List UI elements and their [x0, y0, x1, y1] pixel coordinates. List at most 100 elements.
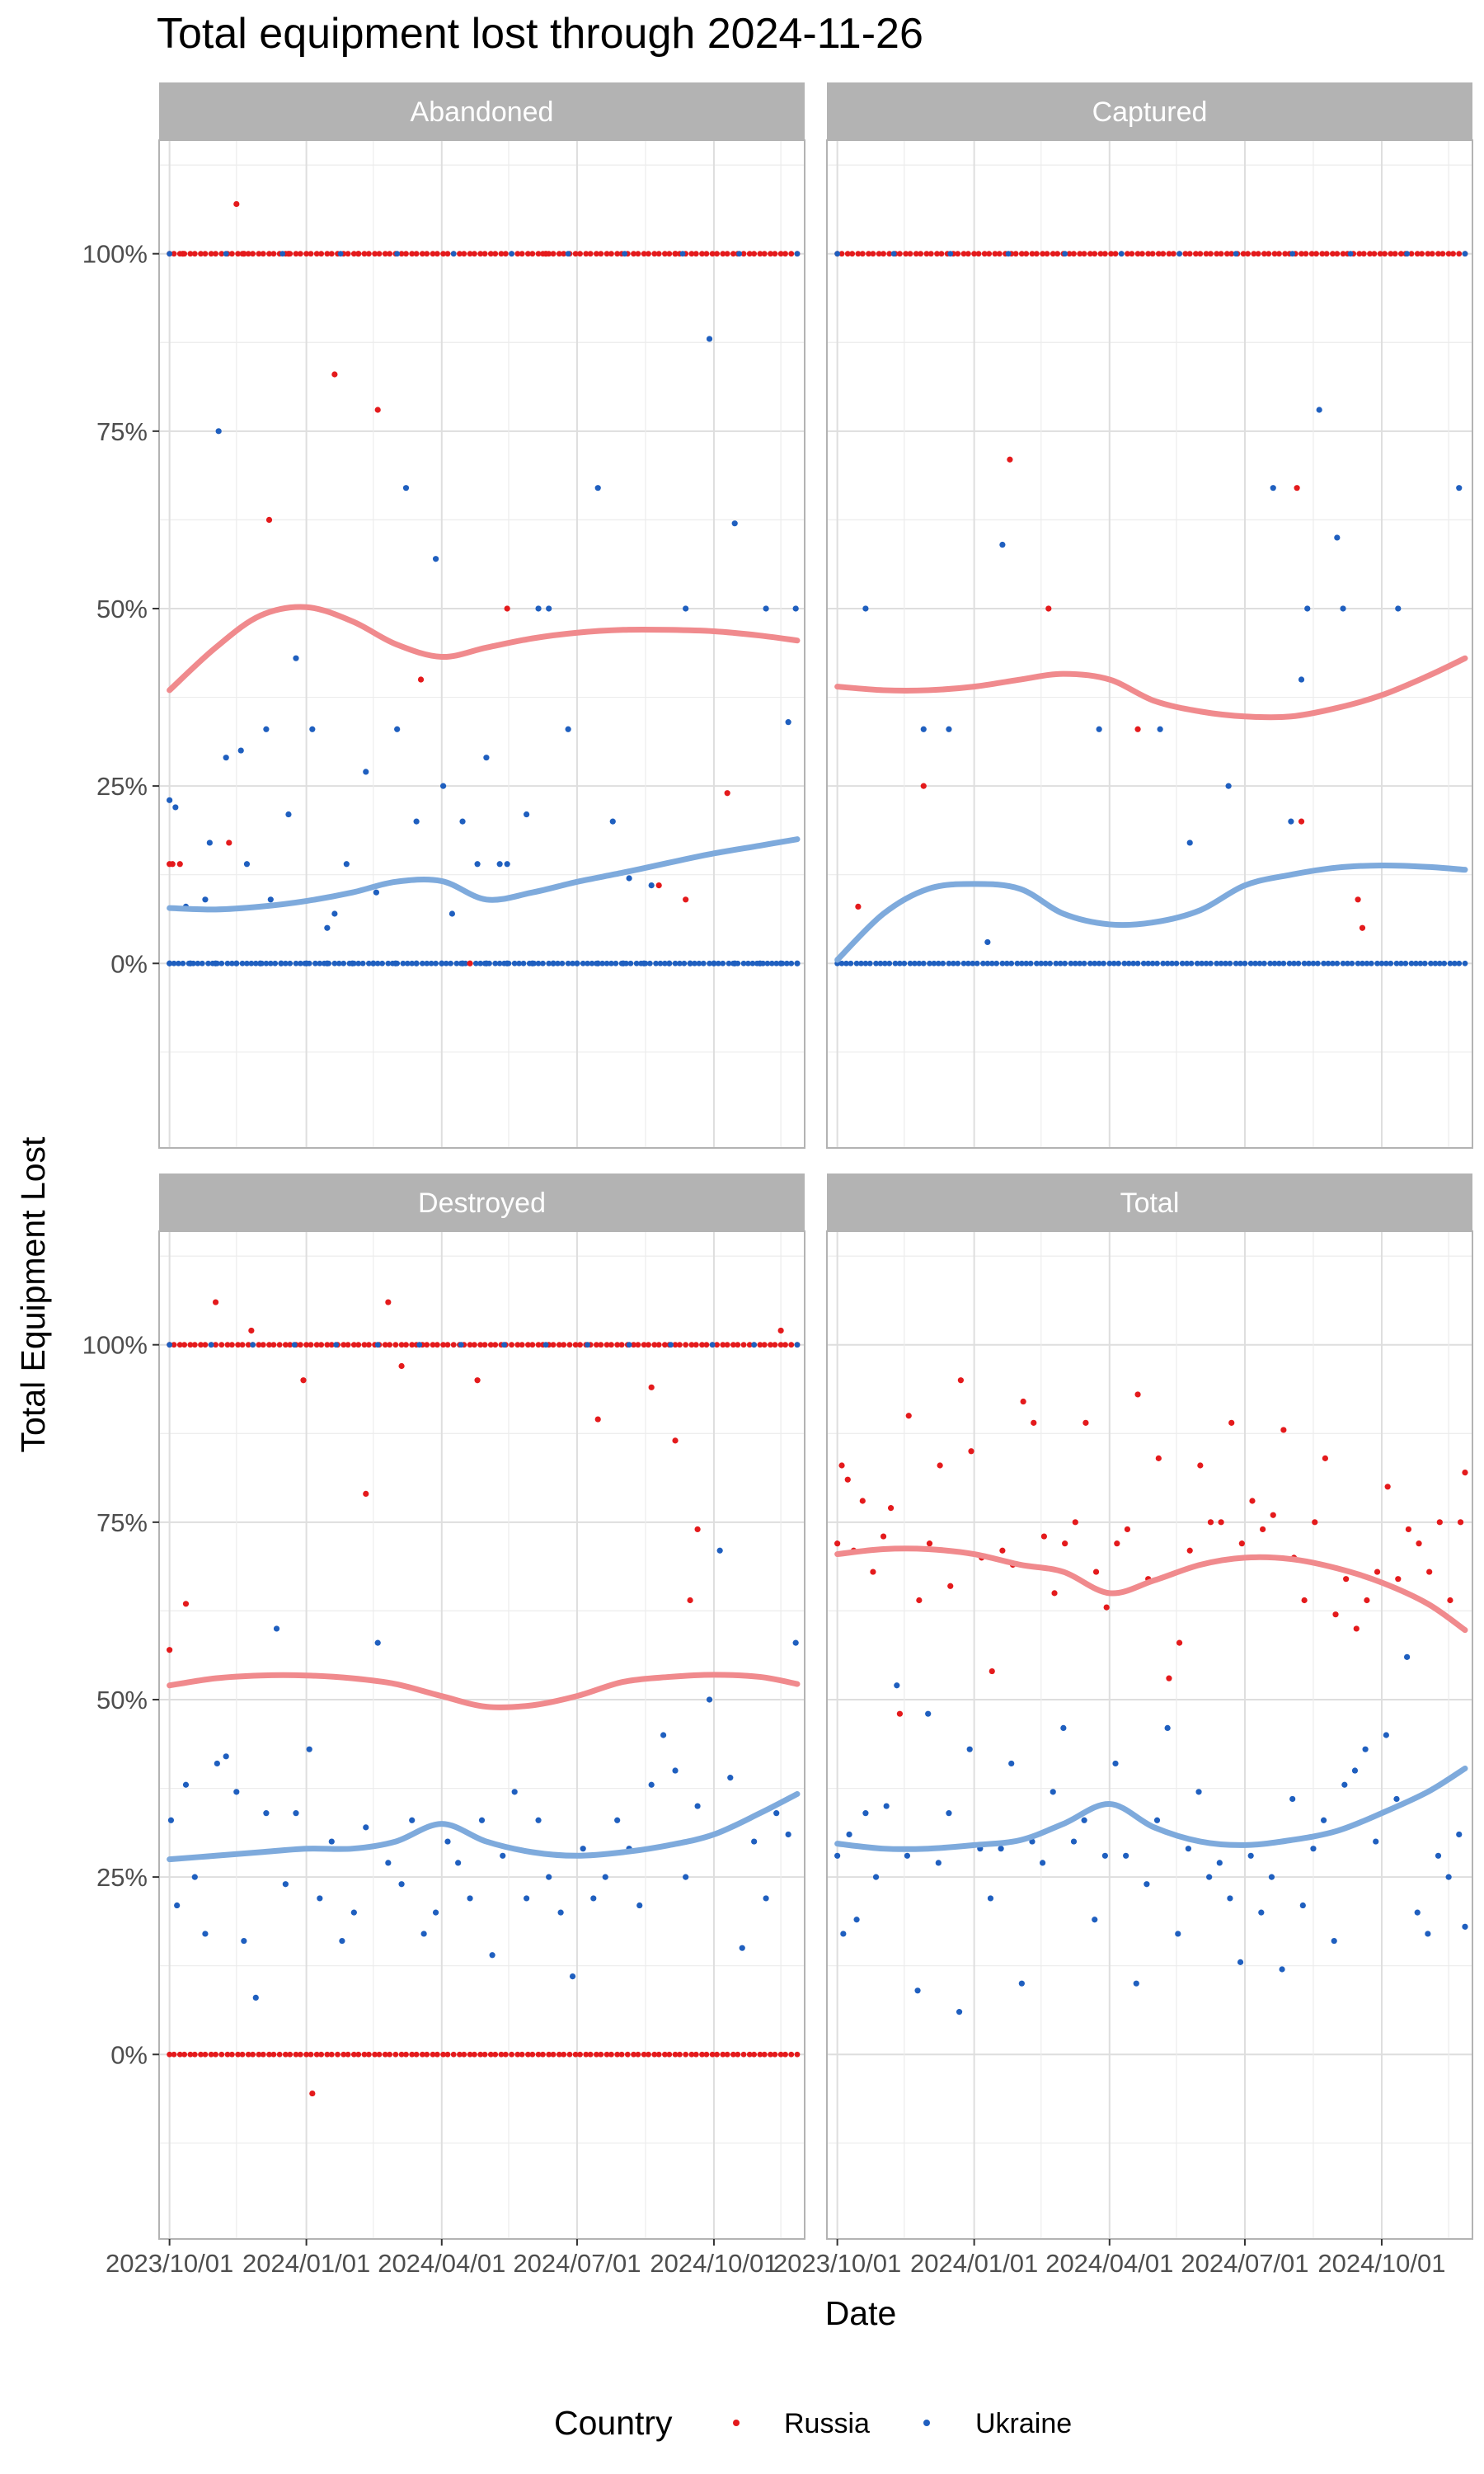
facet-strip	[827, 82, 1472, 140]
russia-point	[535, 2051, 542, 2058]
russia-smooth-line	[834, 655, 1468, 721]
russia-point	[641, 2051, 647, 2058]
ukraine-point	[167, 1342, 173, 1348]
russia-point	[398, 1342, 405, 1348]
ukraine-point	[794, 251, 801, 257]
russia-point	[1139, 251, 1145, 257]
russia-point	[880, 1533, 887, 1540]
russia-point	[1260, 1526, 1266, 1533]
ukraine-point	[783, 960, 790, 967]
ukraine-point	[336, 960, 342, 967]
russia-point	[187, 1342, 194, 1348]
x-tick-label: 2024/07/01	[513, 2249, 641, 2278]
russia-point	[655, 251, 662, 257]
russia-point	[561, 251, 567, 257]
ukraine-point	[458, 1342, 464, 1348]
ukraine-point	[773, 960, 780, 967]
ukraine-point	[751, 1838, 758, 1845]
russia-point	[709, 2051, 716, 2058]
russia-point	[1081, 251, 1087, 257]
russia-point	[403, 2051, 409, 2058]
russia-point	[957, 1377, 964, 1384]
ukraine-point	[489, 1952, 495, 1959]
ukraine-point	[1456, 1831, 1463, 1838]
ukraine-point	[511, 1789, 518, 1795]
russia-smooth-line	[167, 604, 801, 694]
ukraine-point	[248, 960, 255, 967]
ukraine-point	[546, 605, 552, 612]
ukraine-point	[1310, 960, 1317, 967]
ukraine-point	[1175, 1931, 1181, 1937]
ukraine-point	[946, 960, 952, 967]
ukraine-point	[263, 726, 270, 732]
russia-point	[740, 1342, 747, 1348]
ukraine-point	[1383, 960, 1389, 967]
ukraine-point	[474, 861, 481, 868]
legend-russia-label: Russia	[784, 2408, 870, 2439]
russia-point	[1450, 251, 1456, 257]
ukraine-point	[739, 1945, 745, 1951]
ukraine-point	[565, 726, 571, 732]
russia-point	[239, 2051, 246, 2058]
russia-point	[757, 1342, 763, 1348]
russia-point	[577, 251, 583, 257]
ukraine-point	[1289, 1795, 1296, 1803]
ukraine-point	[496, 960, 503, 967]
ukraine-point	[1140, 960, 1147, 967]
ukraine-point	[1256, 960, 1263, 967]
ukraine-point	[1304, 605, 1311, 612]
ukraine-point	[935, 960, 942, 967]
ukraine-point	[1029, 1838, 1036, 1845]
russia-point	[477, 251, 484, 257]
russia-point	[794, 2051, 801, 2058]
ukraine-point	[1133, 1980, 1139, 1987]
russia-point	[504, 605, 510, 612]
ukraine-point	[472, 960, 479, 967]
russia-point	[677, 2051, 683, 2058]
russia-point	[724, 2051, 730, 2058]
ukraine-smooth-line	[834, 1765, 1468, 1852]
russia-point	[487, 2051, 494, 2058]
ukraine-point	[450, 251, 457, 257]
x-tick-label: 2024/10/01	[1317, 2249, 1445, 2278]
russia-point	[350, 2051, 357, 2058]
ukraine-point	[1447, 960, 1453, 967]
russia-point	[498, 251, 505, 257]
russia-point	[1029, 251, 1036, 257]
russia-point	[1134, 726, 1141, 732]
ukraine-point	[337, 251, 344, 257]
ukraine-point	[293, 655, 299, 661]
russia-point	[746, 251, 753, 257]
ukraine-point	[501, 1342, 507, 1348]
ukraine-point	[1334, 960, 1341, 967]
russia-point	[1050, 251, 1056, 257]
russia-point	[907, 251, 913, 257]
panel-border	[826, 139, 1473, 1149]
russia-point	[1392, 251, 1398, 257]
ukraine-point	[1425, 1931, 1431, 1937]
ukraine-point	[444, 1838, 451, 1845]
ukraine-point	[1060, 1724, 1067, 1731]
russia-point	[444, 2051, 451, 2058]
ukraine-point	[648, 882, 655, 889]
x-tick-label: 2024/01/01	[910, 2249, 1038, 2278]
russia-point	[467, 960, 473, 967]
russia-point	[751, 2051, 758, 2058]
russia-point	[761, 2051, 768, 2058]
x-tick-label: 2023/10/01	[773, 2249, 901, 2278]
russia-point	[1101, 251, 1108, 257]
russia-point	[181, 2051, 188, 2058]
russia-point	[224, 2051, 231, 2058]
ukraine-point	[331, 960, 338, 967]
russia-point	[849, 251, 856, 257]
ukraine-point	[565, 251, 571, 257]
y-tick-label: 0%	[110, 949, 148, 978]
ukraine-point	[1160, 960, 1167, 967]
russia-point	[651, 1342, 658, 1348]
russia-point	[300, 1377, 307, 1384]
russia-point	[986, 251, 993, 257]
ukraine-point	[229, 960, 235, 967]
russia-point	[1364, 1597, 1370, 1604]
ukraine-point	[1316, 407, 1322, 413]
russia-point	[1033, 251, 1040, 257]
